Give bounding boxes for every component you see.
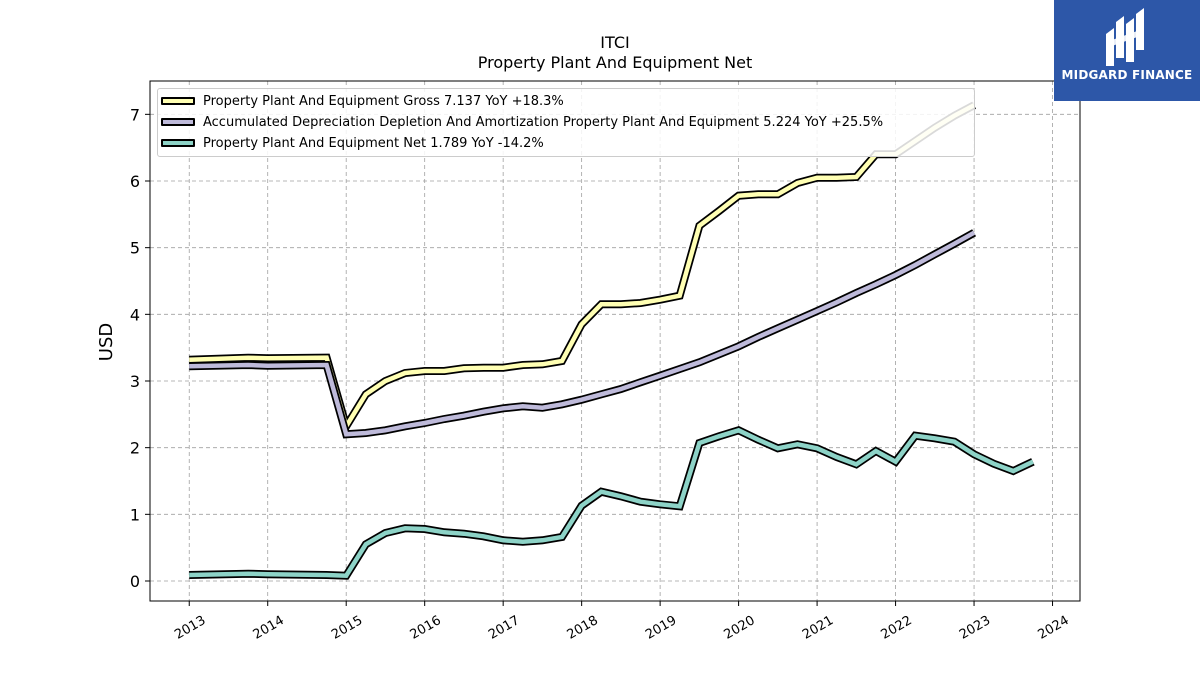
brand-banner: MIDGARD FINANCE <box>1054 0 1200 101</box>
y-tick-label: 1 <box>130 505 140 524</box>
legend-swatch-net <box>161 139 195 147</box>
y-tick-label: 5 <box>130 239 140 258</box>
plot-frame <box>149 80 1081 602</box>
series-gross <box>189 101 976 437</box>
legend-label-gross: Property Plant And Equipment Gross 7.137… <box>203 93 564 109</box>
x-tick-label: 2020 <box>722 613 758 643</box>
y-tick-label: 3 <box>130 372 140 391</box>
legend: Property Plant And Equipment Gross 7.137… <box>157 88 975 157</box>
x-tick-label: 2018 <box>565 613 601 643</box>
x-tick-label: 2024 <box>1035 613 1071 643</box>
series-net <box>189 426 1035 580</box>
x-tick-label: 2023 <box>957 613 993 643</box>
y-tick-label: 6 <box>130 172 140 191</box>
x-tick-label: 2021 <box>800 613 836 643</box>
legend-item-gross: Property Plant And Equipment Gross 7.137… <box>158 91 564 111</box>
x-tick-label: 2019 <box>643 613 679 643</box>
legend-swatch-gross <box>161 97 195 105</box>
y-axis-label: USD <box>96 323 117 361</box>
grid-lines <box>150 81 1080 601</box>
series-lines <box>189 101 1035 580</box>
legend-label-depreciation: Accumulated Depreciation Depletion And A… <box>203 114 884 130</box>
legend-swatch-depreciation <box>161 118 195 126</box>
chart-title: ITCI <box>600 33 630 52</box>
midgard-logo-icon <box>1106 8 1144 66</box>
legend-label-net: Property Plant And Equipment Net 1.789 Y… <box>203 135 544 151</box>
chart-subtitle: Property Plant And Equipment Net <box>477 53 753 72</box>
y-axis: 0 1 2 3 4 5 6 7 <box>130 105 150 591</box>
y-tick-label: 7 <box>130 105 140 124</box>
series-outline-net <box>189 426 1035 580</box>
series-line-net <box>189 427 1034 578</box>
y-tick-label: 2 <box>130 439 140 458</box>
y-tick-label: 0 <box>130 572 140 591</box>
x-tick-label: 2014 <box>251 613 287 643</box>
x-tick-label: 2017 <box>486 613 522 643</box>
series-depreciation <box>189 229 977 439</box>
series-line-gross <box>189 103 976 432</box>
x-tick-label: 2013 <box>172 613 208 643</box>
brand-name: MIDGARD FINANCE <box>1061 68 1193 82</box>
legend-item-depreciation: Accumulated Depreciation Depletion And A… <box>158 112 883 132</box>
y-tick-label: 4 <box>130 305 140 324</box>
x-axis: 2013 2014 2015 2016 2017 2018 2019 2020 2021 2022… <box>172 601 1072 643</box>
legend-item-net: Property Plant And Equipment Net 1.789 Y… <box>158 133 544 153</box>
x-tick-label: 2016 <box>408 613 444 643</box>
x-tick-label: 2022 <box>879 613 915 643</box>
series-line-depreciation <box>189 230 976 437</box>
x-tick-label: 2015 <box>329 613 365 643</box>
